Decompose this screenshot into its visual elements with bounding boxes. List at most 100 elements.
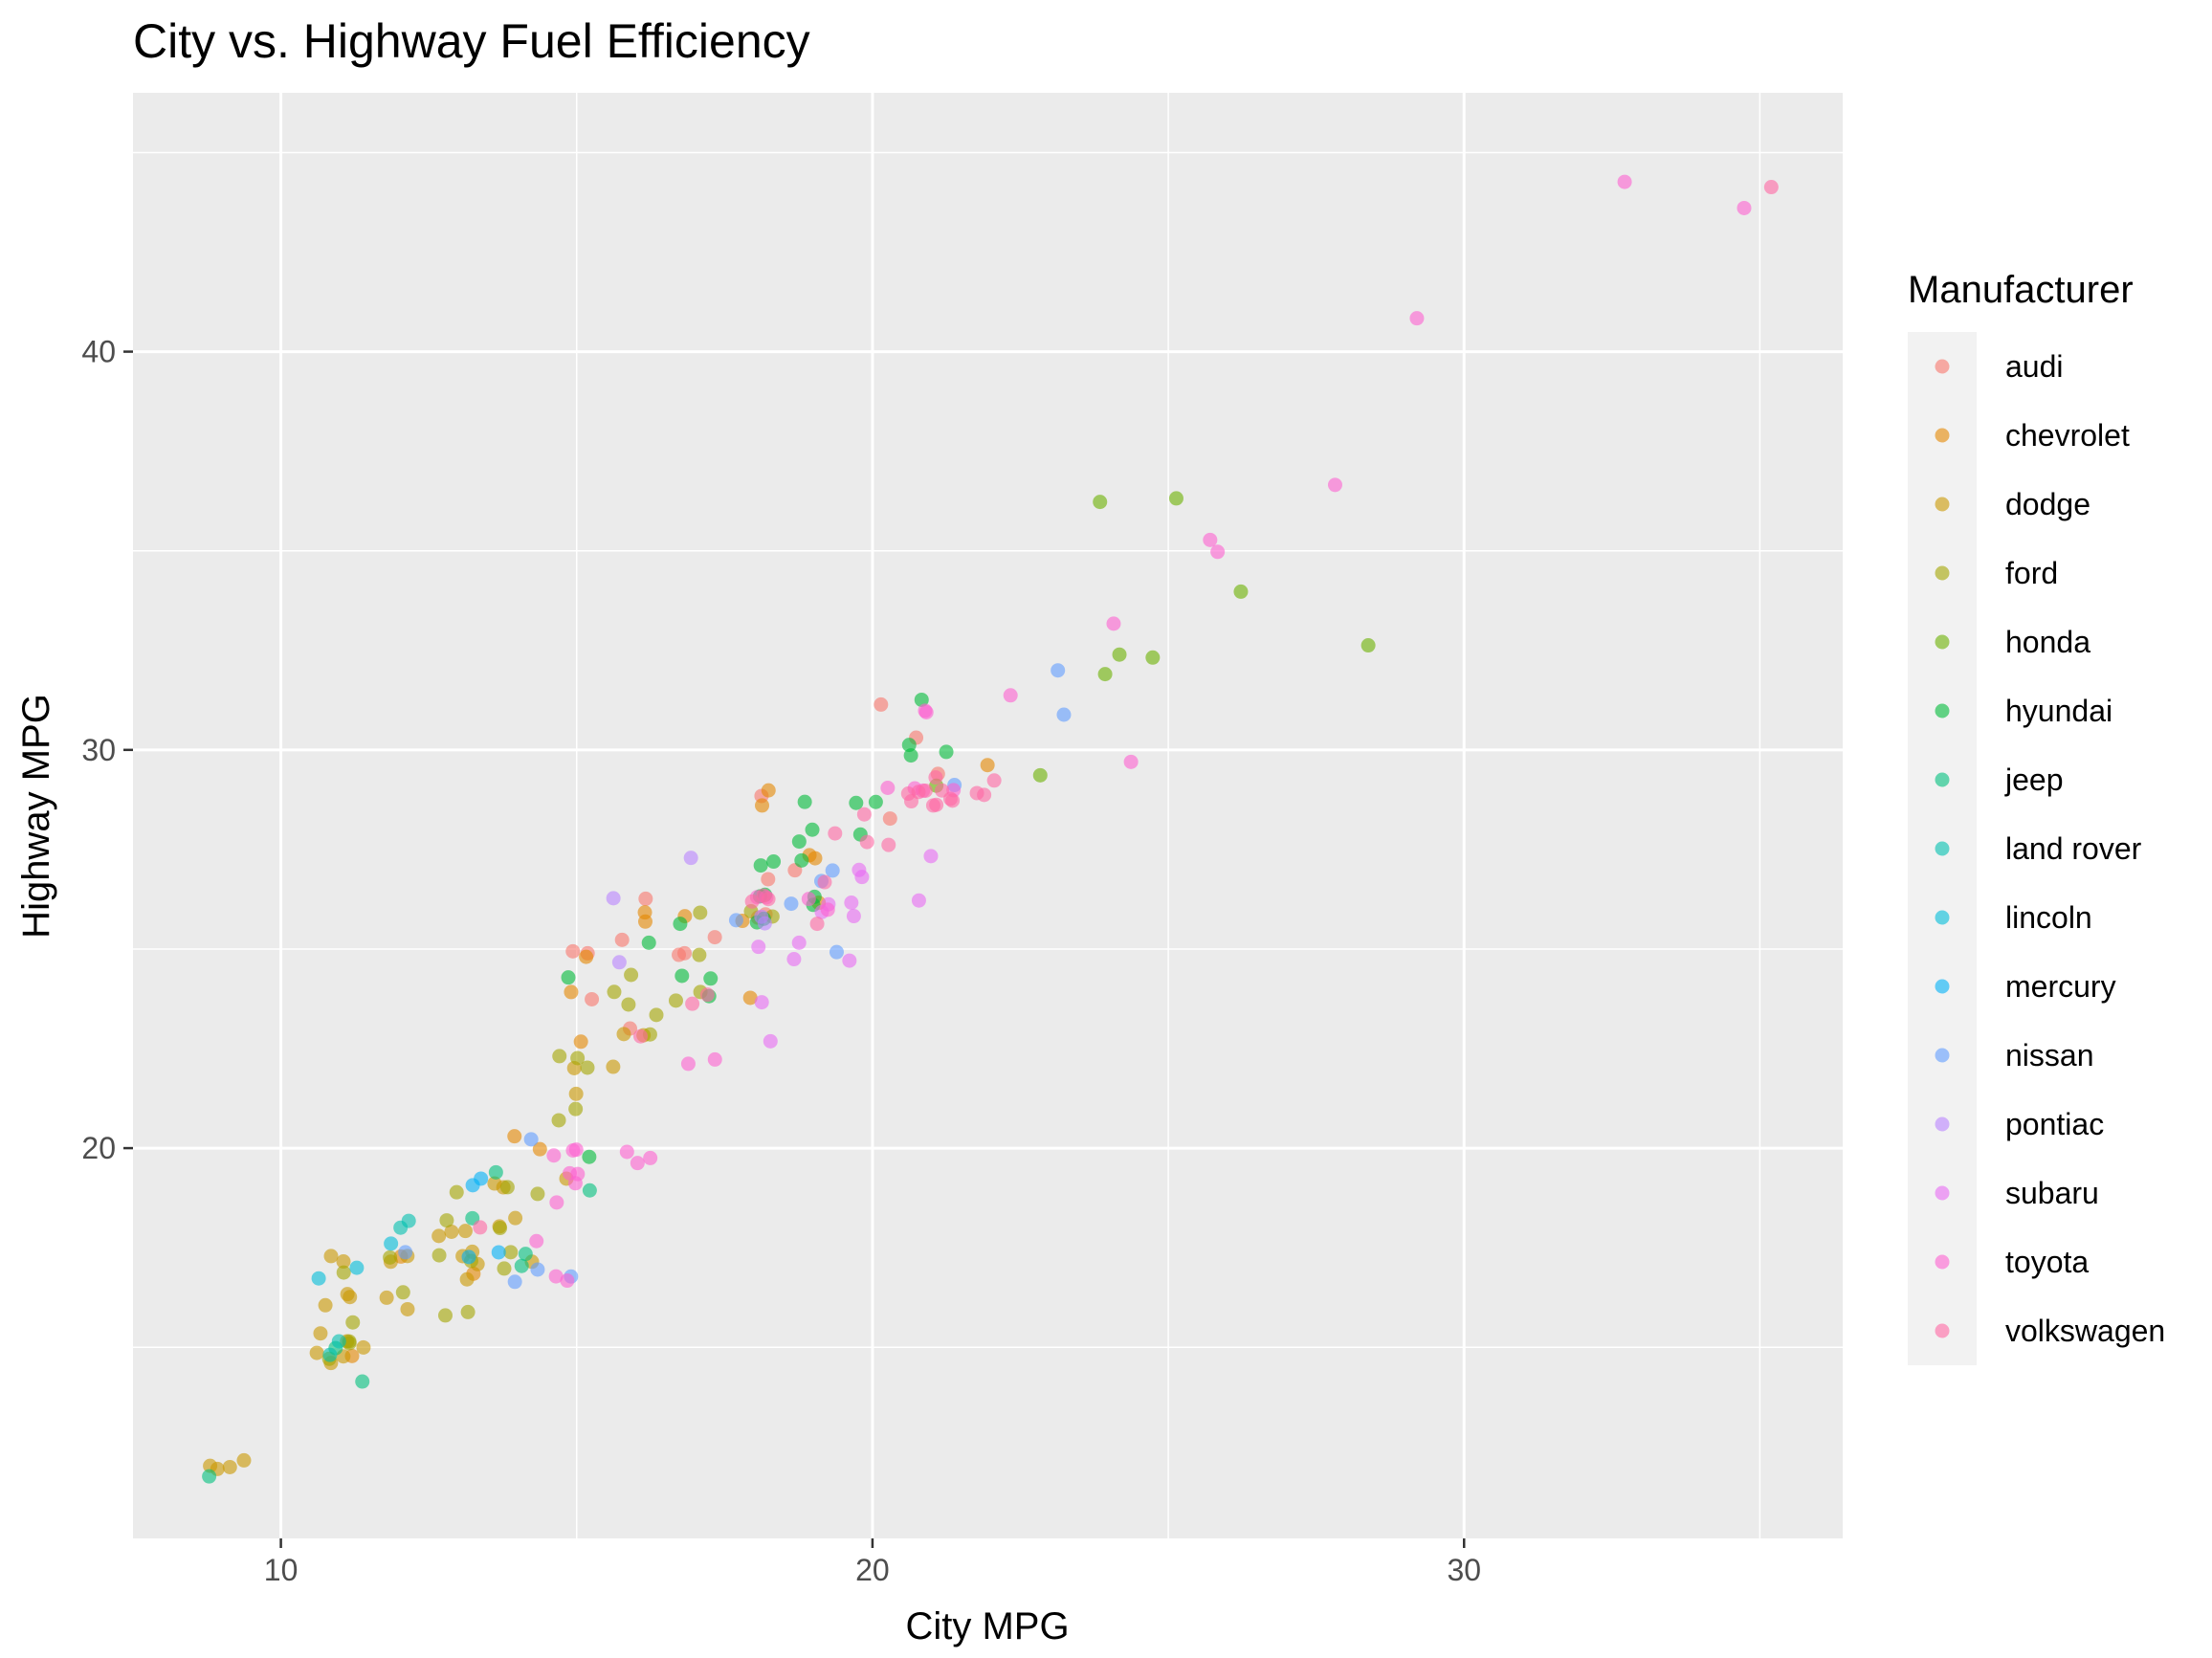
- data-point-toyota: [567, 1176, 583, 1191]
- data-point-dodge: [444, 1224, 459, 1239]
- data-point-dodge: [236, 1452, 252, 1468]
- y-axis-title: Highway MPG: [15, 694, 57, 939]
- legend-label: land rover: [2005, 831, 2142, 866]
- data-point-hyundai: [673, 917, 688, 932]
- data-point-toyota: [630, 1156, 645, 1171]
- data-point-audi: [874, 696, 889, 712]
- legend-key-pontiac: [1935, 1116, 1950, 1132]
- data-point-volkswagen: [817, 874, 832, 890]
- data-point-audi: [882, 811, 897, 827]
- legend-key-hyundai: [1935, 703, 1950, 718]
- legend-label: chevrolet: [2005, 418, 2130, 453]
- data-point-nissan: [530, 1262, 545, 1277]
- data-point-audi: [638, 891, 653, 906]
- data-points: [202, 174, 1779, 1484]
- data-point-jeep: [582, 1183, 597, 1198]
- data-point-dodge: [459, 1271, 475, 1287]
- data-point-ford: [439, 1213, 454, 1228]
- data-point-ford: [383, 1249, 398, 1265]
- data-point-toyota: [801, 892, 816, 907]
- legend-key-mercury: [1935, 979, 1950, 994]
- data-point-volkswagen: [929, 797, 944, 812]
- legend-key-dodge: [1935, 497, 1950, 512]
- data-point-dodge: [356, 1339, 371, 1355]
- data-point-dodge: [400, 1301, 415, 1316]
- data-point-ford: [493, 1221, 508, 1236]
- data-point-volkswagen: [928, 770, 943, 785]
- data-point-hyundai: [914, 692, 929, 707]
- data-point-toyota: [880, 780, 896, 795]
- data-point-volkswagen: [918, 783, 933, 798]
- data-point-subaru: [751, 940, 766, 955]
- data-point-nissan: [1056, 707, 1072, 722]
- data-point-pontiac: [611, 955, 627, 970]
- legend-label: pontiac: [2005, 1107, 2104, 1141]
- data-point-volkswagen: [744, 894, 760, 909]
- legend-key-chevrolet: [1935, 428, 1950, 443]
- data-point-hyundai: [797, 794, 812, 809]
- data-point-dodge: [222, 1459, 237, 1474]
- legend-key-jeep: [1935, 772, 1950, 787]
- data-point-toyota: [568, 1142, 584, 1158]
- data-point-ford: [552, 1049, 567, 1064]
- y-tick-label: 20: [81, 1131, 116, 1165]
- data-point-hyundai: [641, 935, 656, 950]
- axes: 10 20 30 20 30 40: [81, 335, 1481, 1587]
- data-point-honda: [1112, 647, 1127, 662]
- data-point-audi: [672, 947, 687, 962]
- data-point-ford: [668, 993, 683, 1008]
- data-point-dodge: [203, 1458, 218, 1473]
- data-point-subaru: [846, 909, 861, 924]
- data-point-chevrolet: [564, 984, 579, 1000]
- data-point-toyota: [918, 705, 934, 720]
- legend-key-toyota: [1935, 1254, 1950, 1270]
- data-point-hyundai: [675, 968, 690, 984]
- data-point-subaru: [791, 935, 807, 950]
- data-point-ford: [395, 1285, 410, 1300]
- data-point-toyota: [548, 1269, 564, 1284]
- data-point-nissan: [825, 863, 840, 878]
- data-point-ford: [580, 1060, 595, 1075]
- legend-title: Manufacturer: [1908, 269, 2134, 311]
- data-point-dodge: [487, 1176, 502, 1191]
- legend-key-audi: [1935, 359, 1950, 374]
- data-point-audi: [761, 872, 776, 887]
- data-point-volkswagen: [945, 793, 961, 808]
- data-point-hyundai: [794, 852, 809, 868]
- data-point-toyota: [643, 1150, 658, 1165]
- data-point-volkswagen: [633, 1028, 649, 1044]
- data-point-volkswagen: [828, 826, 843, 841]
- data-point-toyota: [1203, 532, 1218, 547]
- data-point-subaru: [842, 953, 857, 968]
- data-point-audi: [585, 991, 600, 1006]
- data-point-subaru: [852, 862, 867, 877]
- data-point-ford: [693, 905, 708, 920]
- data-point-pontiac: [606, 891, 621, 906]
- data-point-honda: [1233, 584, 1249, 599]
- legend-label: volkswagen: [2005, 1314, 2165, 1348]
- data-point-jeep: [518, 1247, 533, 1262]
- data-point-jeep: [202, 1469, 217, 1484]
- data-point-volkswagen: [473, 1220, 488, 1235]
- data-point-toyota: [1210, 544, 1226, 560]
- data-point-volkswagen: [859, 834, 874, 850]
- data-point-dodge: [323, 1249, 339, 1264]
- data-point-volkswagen: [935, 783, 950, 798]
- legend-label: honda: [2005, 625, 2090, 659]
- data-point-toyota: [680, 1056, 696, 1072]
- data-point-hyundai: [791, 834, 807, 850]
- data-point-jeep: [355, 1374, 370, 1389]
- data-point-chevrolet: [579, 949, 594, 964]
- data-point-subaru: [844, 895, 859, 911]
- legend-label: dodge: [2005, 487, 2090, 521]
- data-point-toyota: [1617, 174, 1632, 189]
- data-point-ford: [460, 1304, 476, 1319]
- legend-label: nissan: [2005, 1038, 2094, 1072]
- data-point-volkswagen: [856, 807, 872, 822]
- data-point-hyundai: [766, 854, 782, 870]
- grid-lines: [133, 93, 1843, 1538]
- data-point-volkswagen: [881, 837, 896, 852]
- data-point-ford: [621, 997, 636, 1012]
- data-point-chevrolet: [507, 1129, 522, 1144]
- data-point-nissan: [829, 944, 844, 960]
